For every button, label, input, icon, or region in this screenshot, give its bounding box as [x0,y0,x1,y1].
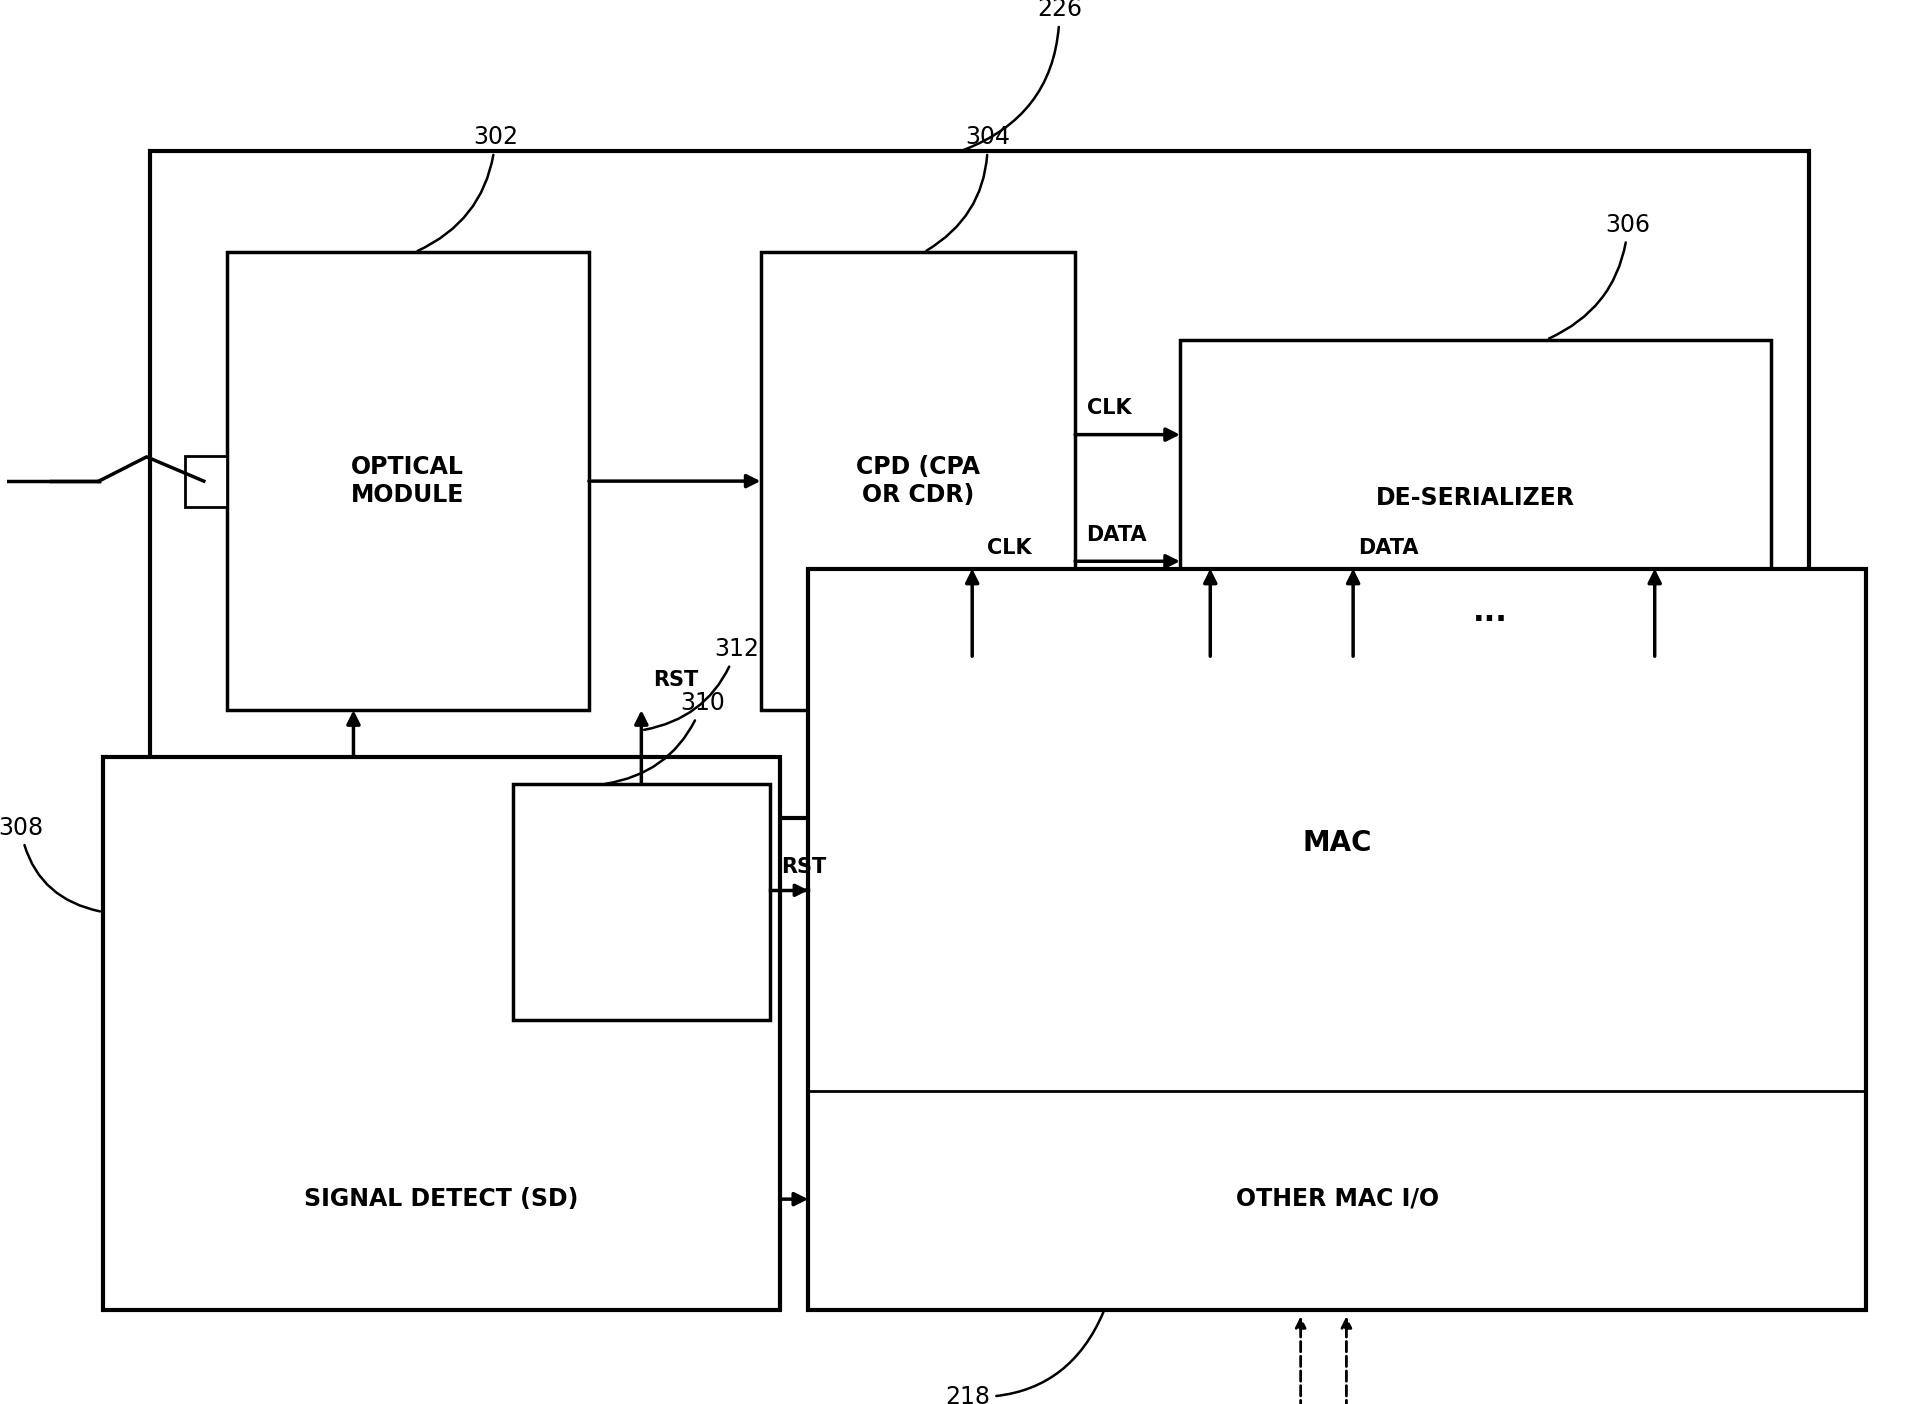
Text: DE-SERIALIZER: DE-SERIALIZER [1376,486,1575,510]
Bar [808,569,1866,1310]
Text: 310: 310 [605,691,725,783]
Bar [226,253,590,710]
Text: CPD (CPA
OR CDR): CPD (CPA OR CDR) [856,455,980,507]
Text: SIGNAL DETECT (SD): SIGNAL DETECT (SD) [304,1188,578,1212]
Text: CLK: CLK [988,538,1032,557]
Bar [103,757,779,1310]
Text: RST: RST [781,856,827,878]
Text: DATA: DATA [1357,538,1418,557]
Text: 312: 312 [645,637,758,730]
Text: ...: ... [1474,598,1508,628]
Bar [151,152,1809,819]
Bar [1179,340,1770,656]
Text: OPTICAL
MODULE: OPTICAL MODULE [350,455,465,507]
Bar [186,455,226,507]
Text: 304: 304 [926,125,1011,251]
Bar [760,253,1076,710]
Text: 302: 302 [417,125,519,251]
Text: 306: 306 [1548,213,1650,338]
Text: OTHER MAC I/O: OTHER MAC I/O [1236,1186,1439,1210]
Text: MAC: MAC [1303,828,1372,856]
Bar [513,785,769,1019]
Text: 308: 308 [0,816,100,911]
Text: 218: 218 [946,1313,1102,1404]
Text: RST: RST [653,670,699,689]
Text: DATA: DATA [1087,525,1146,545]
Text: 226: 226 [963,0,1081,150]
Text: CLK: CLK [1087,399,1131,418]
